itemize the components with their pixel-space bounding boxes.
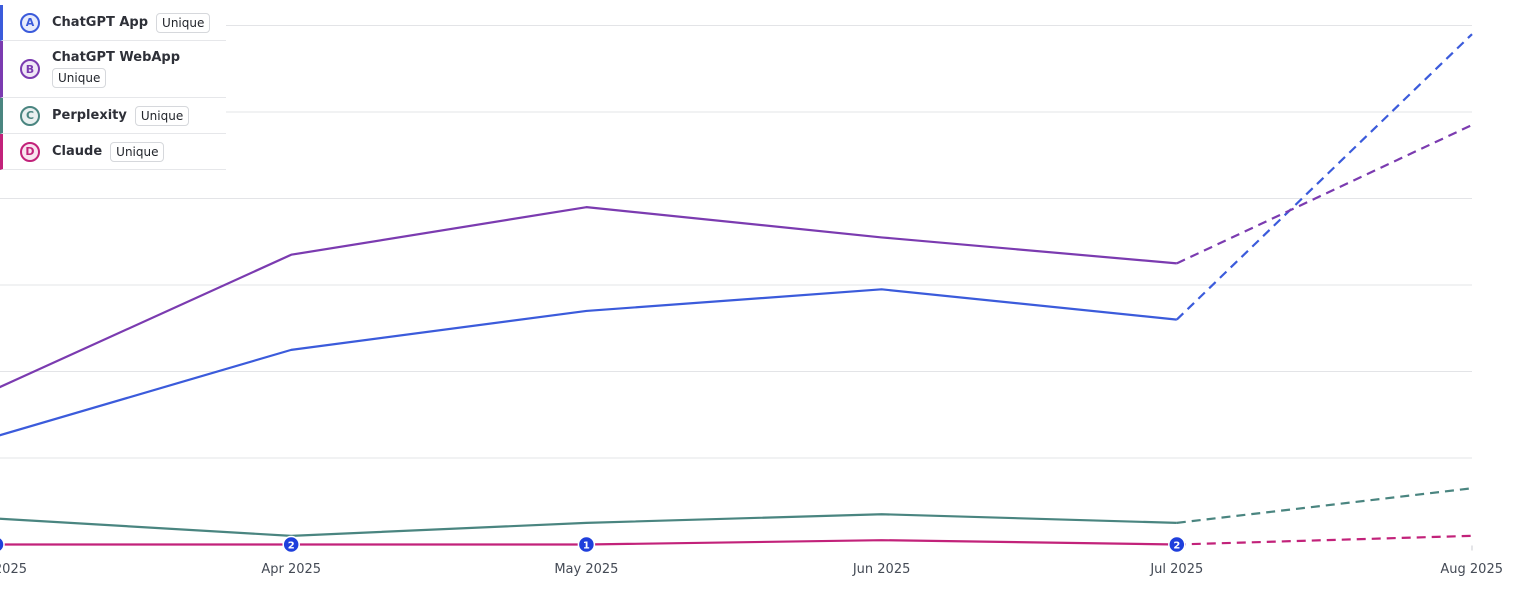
x-axis: 2025 Apr 2025 May 2025 Jun 2025 Jul 2025 Aug … [0, 562, 1503, 577]
x-tick-label: Jul 2025 [1149, 562, 1203, 577]
annotation-marker[interactable]: 2 [282, 535, 300, 554]
series-badge: C [20, 105, 40, 126]
annotation-count: 1 [583, 541, 590, 552]
x-tick-label: Apr 2025 [261, 562, 321, 577]
series-line-chatgpt-webapp[interactable] [0, 206, 1177, 389]
legend-item-chatgpt-app[interactable]: A ChatGPT App Unique [0, 5, 226, 41]
legend-item-chatgpt-webapp[interactable]: B ChatGPT WebApp Unique [0, 41, 226, 98]
series-line-chatgpt-app[interactable] [0, 288, 1177, 437]
x-tick-label: Jun 2025 [852, 562, 911, 577]
series-line-perplexity[interactable] [0, 513, 1177, 537]
series-badge: A [20, 12, 40, 33]
series-badge: D [20, 141, 40, 162]
annotation-markers: 2 1 2 [0, 535, 1186, 554]
series-projection-perplexity[interactable] [1176, 487, 1473, 524]
legend-label: ChatGPT App [52, 15, 149, 30]
unique-tag[interactable]: Unique [52, 68, 107, 88]
annotation-dot [577, 535, 596, 554]
series-projection-chatgpt-webapp[interactable] [1176, 123, 1473, 265]
annotation-dot [0, 536, 5, 553]
annotation-marker[interactable]: 1 [577, 535, 596, 554]
annotation-marker[interactable] [0, 536, 5, 553]
series-projection-chatgpt-app[interactable] [1176, 33, 1473, 321]
legend-label: Perplexity [52, 108, 127, 123]
legend-label: ChatGPT WebApp [52, 50, 181, 65]
annotation-count: 2 [1173, 541, 1180, 552]
annotation-count: 2 [288, 541, 295, 552]
unique-tag[interactable]: Unique [156, 12, 211, 33]
x-tick-label: Aug 2025 [1440, 562, 1503, 577]
x-tick-label: May 2025 [554, 562, 618, 577]
annotation-marker[interactable]: 2 [1168, 535, 1186, 554]
grid-lines [0, 25, 1473, 551]
unique-tag[interactable]: Unique [134, 105, 190, 126]
annotation-dot [1168, 535, 1186, 554]
annotation-dot [282, 535, 300, 554]
x-tick-label: 2025 [0, 562, 27, 577]
legend-item-perplexity[interactable]: C Perplexity Unique [0, 98, 226, 134]
unique-tag[interactable]: Unique [110, 141, 165, 162]
legend: A ChatGPT App Unique B ChatGPT WebApp Un… [0, 5, 226, 170]
legend-label: Claude [52, 144, 103, 159]
series-projection-claude[interactable] [1176, 534, 1473, 546]
series-badge: B [20, 59, 40, 79]
legend-item-claude[interactable]: D Claude Unique [0, 134, 226, 170]
